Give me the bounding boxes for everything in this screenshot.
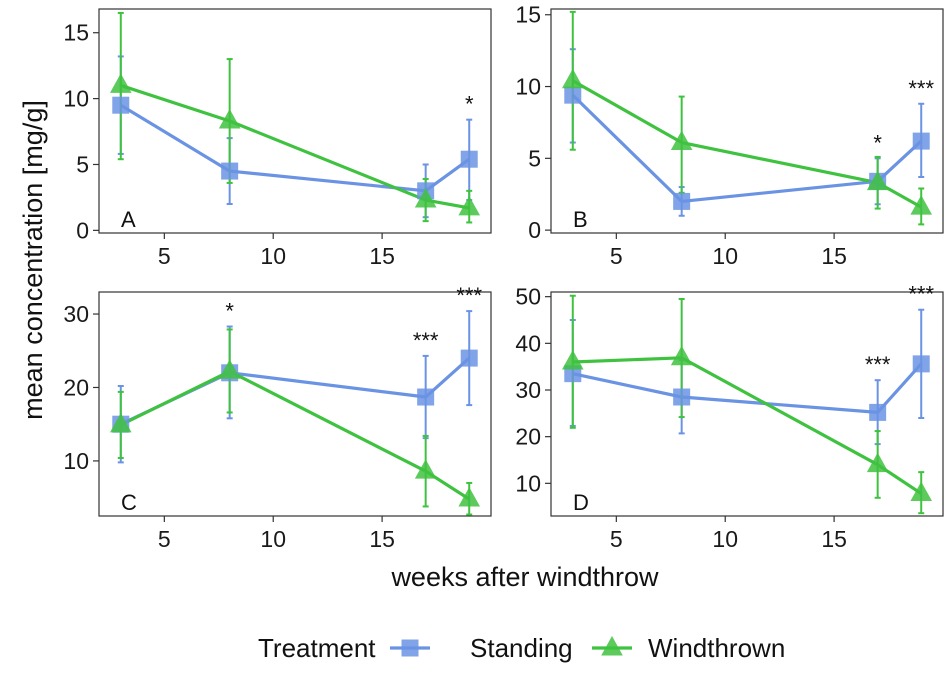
data-point-standing — [460, 150, 478, 168]
data-point-standing — [673, 192, 691, 210]
x-tick-label: 10 — [260, 243, 286, 269]
data-point-standing — [673, 388, 691, 406]
data-point-windthrown — [866, 452, 889, 473]
legend-key-marker — [601, 636, 623, 656]
data-point-windthrown — [910, 195, 933, 215]
significance-label: * — [225, 299, 234, 324]
data-point-windthrown — [218, 359, 241, 379]
x-tick-label: 5 — [158, 526, 171, 552]
y-tick-label: 10 — [515, 74, 541, 100]
series-line-windthrown — [571, 79, 923, 209]
legend-entry-label: Windthrown — [648, 633, 785, 663]
significance-label: *** — [908, 282, 934, 307]
panel-label: C — [121, 490, 137, 515]
x-tick-label: 5 — [610, 243, 623, 269]
x-tick-label: 15 — [369, 526, 395, 552]
series-line-standing — [572, 362, 923, 414]
legend: Treatment Standing Windthrown — [258, 633, 785, 663]
data-point-windthrown — [866, 170, 889, 191]
significance-label: *** — [908, 76, 934, 101]
y-tick-label: 20 — [63, 374, 89, 400]
panel-border — [98, 8, 492, 234]
data-point-standing — [221, 162, 239, 180]
y-tick-label: 15 — [515, 2, 541, 28]
y-tick-label: 10 — [515, 470, 541, 496]
significance-label: *** — [413, 328, 439, 353]
y-tick-label: 0 — [76, 217, 89, 243]
data-point-windthrown — [109, 412, 132, 433]
x-tick-label: 15 — [821, 243, 847, 269]
panel-label: D — [573, 490, 589, 515]
data-point-windthrown — [109, 73, 132, 93]
data-point-standing — [564, 86, 582, 104]
panel-a: 5 10 15 0 5 10 15 A * — [63, 8, 492, 269]
series-line-windthrown — [572, 356, 923, 495]
data-point-standing — [912, 132, 930, 150]
data-point-standing — [112, 96, 130, 114]
data-point-windthrown — [414, 188, 437, 208]
y-tick-label: 50 — [515, 284, 541, 310]
data-point-windthrown — [458, 487, 481, 507]
x-tick-label: 5 — [610, 526, 623, 552]
series-line-standing — [119, 103, 471, 193]
data-point-windthrown — [218, 109, 241, 129]
y-tick-label: 30 — [63, 301, 89, 327]
y-tick-label: 5 — [528, 145, 541, 171]
data-point-standing — [417, 388, 435, 406]
series-line-windthrown — [120, 369, 471, 501]
x-tick-label: 15 — [369, 243, 395, 269]
y-tick-label: 20 — [515, 424, 541, 450]
legend-key-marker — [401, 639, 419, 657]
x-tick-label: 10 — [712, 526, 738, 552]
series-line-standing — [571, 94, 923, 204]
significance-label: *** — [865, 352, 891, 377]
y-tick-label: 30 — [515, 377, 541, 403]
data-point-windthrown — [670, 130, 693, 150]
data-point-windthrown — [458, 195, 481, 216]
y-tick-label: 15 — [63, 20, 89, 46]
panel-label: B — [573, 207, 588, 232]
y-tick-label: 10 — [63, 448, 89, 474]
x-tick-label: 15 — [821, 526, 847, 552]
data-point-windthrown — [670, 345, 693, 366]
series-line-windthrown — [120, 83, 470, 210]
y-tick-label: 40 — [515, 330, 541, 356]
panel-label: A — [121, 207, 136, 232]
significance-label: * — [873, 130, 882, 155]
y-tick-label: 5 — [76, 151, 89, 177]
y-tick-label: 10 — [63, 86, 89, 112]
panel-d: 5 10 15 10 20 30 40 50 D *** *** — [515, 282, 944, 552]
data-point-standing — [912, 355, 930, 373]
data-point-windthrown — [561, 350, 584, 370]
data-point-windthrown — [561, 68, 584, 89]
significance-label: *** — [456, 283, 482, 308]
x-tick-label: 5 — [158, 243, 171, 269]
data-point-windthrown — [910, 481, 933, 502]
data-point-windthrown — [414, 459, 437, 479]
x-tick-label: 10 — [712, 243, 738, 269]
legend-entry-label: Standing — [470, 633, 573, 663]
x-axis-title: weeks after windthrow — [390, 562, 659, 592]
panel-border — [550, 8, 944, 234]
y-axis-title: mean concentration [mg/g] — [18, 100, 48, 420]
data-point-standing — [869, 403, 887, 421]
x-tick-label: 10 — [260, 526, 286, 552]
data-point-standing — [460, 349, 478, 367]
y-tick-label: 0 — [528, 217, 541, 243]
legend-title: Treatment — [258, 633, 376, 663]
significance-label: * — [465, 92, 474, 117]
